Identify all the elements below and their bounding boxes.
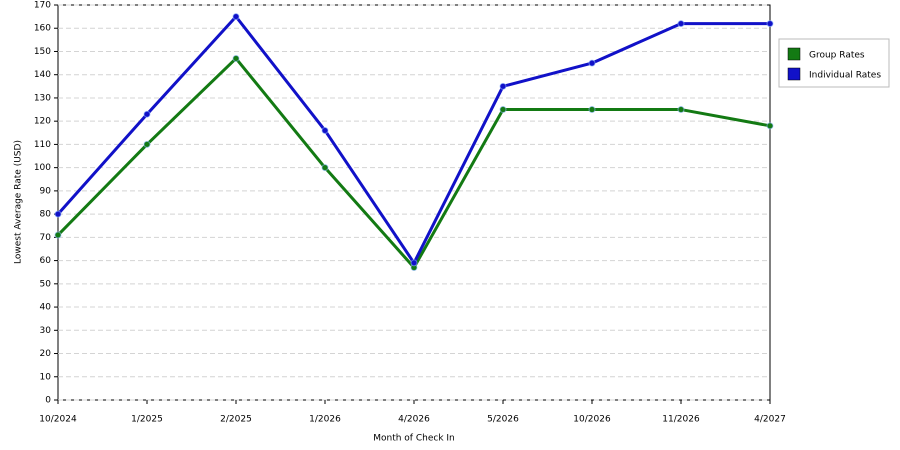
- y-tick-label: 110: [34, 140, 51, 150]
- legend-label: Group Rates: [809, 51, 865, 61]
- data-point: [588, 106, 596, 114]
- y-tick-label: 150: [34, 47, 51, 57]
- x-tick-label: 4/2027: [754, 415, 786, 425]
- y-tick-label: 100: [34, 163, 51, 173]
- data-point: [54, 231, 62, 239]
- x-tick-label: 11/2026: [662, 415, 700, 425]
- y-tick-label: 10: [40, 372, 52, 382]
- y-tick-label: 90: [40, 186, 52, 196]
- legend-label: Individual Rates: [809, 71, 881, 81]
- y-tick-label: 30: [40, 326, 52, 336]
- data-point: [143, 110, 151, 118]
- x-tick-label: 10/2026: [573, 415, 611, 425]
- y-tick-label: 50: [40, 279, 52, 289]
- x-tick-label: 5/2026: [487, 415, 519, 425]
- legend-swatch: [787, 67, 801, 81]
- y-tick-label: 170: [34, 1, 51, 11]
- y-tick-label: 60: [40, 256, 52, 266]
- data-point: [499, 106, 507, 114]
- y-tick-label: 0: [45, 396, 51, 406]
- data-point: [232, 54, 240, 62]
- y-tick-label: 130: [34, 93, 51, 103]
- data-point: [54, 210, 62, 218]
- y-tick-label: 80: [40, 210, 52, 220]
- x-tick-label: 1/2026: [309, 415, 341, 425]
- data-point: [588, 59, 596, 67]
- data-point: [232, 13, 240, 21]
- data-point: [321, 164, 329, 172]
- x-axis-label: Month of Check In: [373, 434, 455, 444]
- data-point: [677, 20, 685, 28]
- y-tick-label: 160: [34, 24, 51, 34]
- y-tick-label: 20: [40, 349, 52, 359]
- data-point: [766, 122, 774, 130]
- data-point: [766, 20, 774, 28]
- x-tick-label: 4/2026: [398, 415, 430, 425]
- x-tick-label: 2/2025: [220, 415, 252, 425]
- data-point: [499, 82, 507, 90]
- x-tick-label: 10/2024: [39, 415, 77, 425]
- y-tick-label: 40: [40, 303, 52, 313]
- data-point: [143, 140, 151, 148]
- data-point: [410, 259, 418, 267]
- legend-swatch: [787, 47, 801, 61]
- data-point: [321, 126, 329, 134]
- y-tick-label: 120: [34, 117, 51, 127]
- y-tick-label: 70: [40, 233, 52, 243]
- y-tick-label: 140: [34, 70, 51, 80]
- data-point: [677, 106, 685, 114]
- y-axis-label: Lowest Average Rate (USD): [14, 140, 24, 264]
- x-tick-label: 1/2025: [131, 415, 163, 425]
- plot-area: [57, 4, 771, 401]
